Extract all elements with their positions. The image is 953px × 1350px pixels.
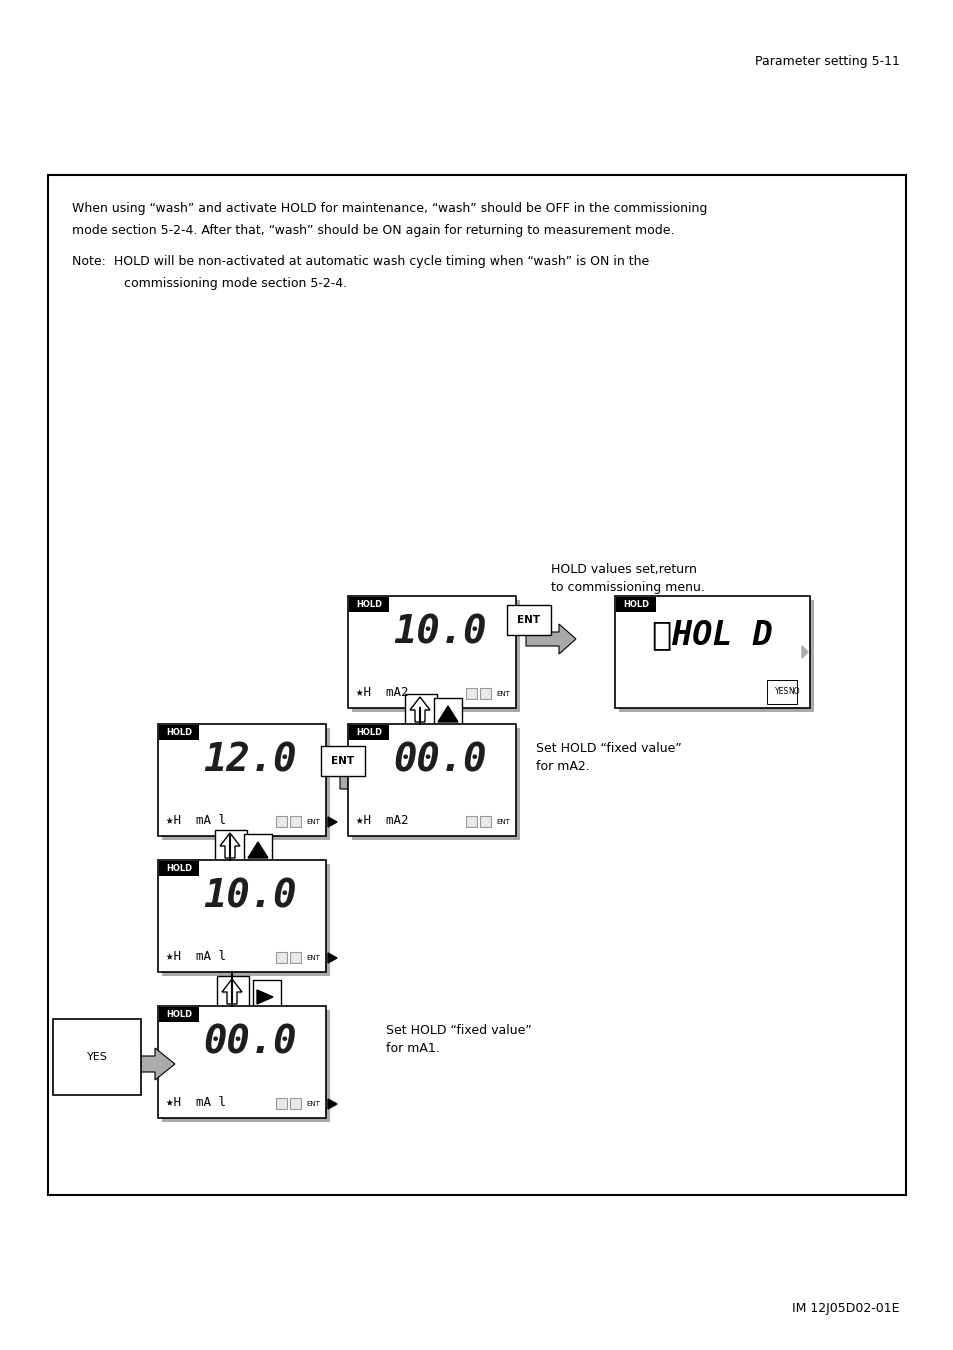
Text: to commissioning menu.: to commissioning menu.	[551, 580, 704, 594]
FancyBboxPatch shape	[244, 834, 272, 863]
FancyBboxPatch shape	[352, 728, 519, 840]
Polygon shape	[121, 1048, 174, 1080]
Polygon shape	[248, 842, 268, 859]
Text: 12.0: 12.0	[203, 743, 296, 780]
Text: ★H  mA l: ★H mA l	[166, 814, 226, 826]
Polygon shape	[328, 1099, 336, 1108]
Polygon shape	[328, 817, 336, 828]
Polygon shape	[339, 767, 390, 796]
Text: HOLD: HOLD	[355, 599, 381, 609]
Text: ENT: ENT	[306, 1102, 319, 1107]
FancyBboxPatch shape	[159, 861, 199, 876]
Text: 10.0: 10.0	[393, 614, 486, 652]
Text: ★HOL D: ★HOL D	[652, 618, 772, 651]
Text: ENT: ENT	[496, 819, 510, 825]
Text: Note:  HOLD will be non-activated at automatic wash cycle timing when “wash” is : Note: HOLD will be non-activated at auto…	[71, 255, 649, 269]
Polygon shape	[220, 833, 240, 859]
FancyBboxPatch shape	[216, 976, 249, 1008]
Text: 10.0: 10.0	[203, 878, 296, 917]
Text: 00.0: 00.0	[393, 743, 486, 780]
FancyBboxPatch shape	[290, 952, 301, 963]
Text: commissioning mode section 5-2-4.: commissioning mode section 5-2-4.	[71, 277, 347, 290]
Polygon shape	[801, 647, 807, 657]
FancyBboxPatch shape	[348, 724, 516, 836]
Text: HOLD: HOLD	[622, 599, 648, 609]
Text: 00.0: 00.0	[203, 1025, 296, 1062]
Text: HOLD: HOLD	[166, 728, 192, 737]
Text: HOLD values set,return: HOLD values set,return	[551, 563, 696, 576]
Text: ENT: ENT	[306, 819, 319, 825]
FancyBboxPatch shape	[158, 860, 326, 972]
Polygon shape	[437, 706, 457, 722]
FancyBboxPatch shape	[479, 688, 491, 699]
Text: ENT: ENT	[331, 756, 355, 765]
FancyBboxPatch shape	[349, 597, 389, 612]
FancyBboxPatch shape	[479, 815, 491, 828]
FancyBboxPatch shape	[158, 724, 326, 836]
Text: HOLD: HOLD	[166, 1010, 192, 1019]
FancyBboxPatch shape	[405, 694, 436, 726]
Text: Parameter setting 5-11: Parameter setting 5-11	[755, 55, 899, 68]
Text: Set HOLD “fixed value”: Set HOLD “fixed value”	[386, 1025, 531, 1037]
FancyBboxPatch shape	[618, 599, 813, 711]
Polygon shape	[436, 706, 456, 722]
FancyBboxPatch shape	[290, 1098, 301, 1108]
FancyBboxPatch shape	[253, 980, 281, 1008]
FancyBboxPatch shape	[465, 688, 476, 699]
FancyBboxPatch shape	[348, 595, 516, 707]
Text: 12.0: 12.0	[203, 743, 296, 780]
Text: YES: YES	[774, 687, 788, 697]
FancyBboxPatch shape	[352, 599, 519, 711]
Text: Set HOLD “fixed value”: Set HOLD “fixed value”	[536, 743, 681, 755]
FancyBboxPatch shape	[349, 725, 389, 740]
Text: ENT: ENT	[517, 616, 540, 625]
Text: 00.0: 00.0	[393, 743, 486, 780]
FancyBboxPatch shape	[162, 864, 330, 976]
Text: When using “wash” and activate HOLD for maintenance, “wash” should be OFF in the: When using “wash” and activate HOLD for …	[71, 202, 706, 215]
Text: ENT: ENT	[496, 691, 510, 697]
FancyBboxPatch shape	[159, 725, 199, 740]
Text: 10.0: 10.0	[203, 878, 296, 917]
FancyBboxPatch shape	[434, 698, 461, 726]
FancyBboxPatch shape	[290, 815, 301, 828]
Text: 00.0: 00.0	[203, 1025, 296, 1062]
Text: mode section 5-2-4. After that, “wash” should be ON again for returning to measu: mode section 5-2-4. After that, “wash” s…	[71, 224, 674, 238]
Text: HOLD: HOLD	[355, 728, 381, 737]
FancyBboxPatch shape	[214, 830, 247, 863]
Text: ★H  mA2: ★H mA2	[355, 686, 408, 698]
FancyBboxPatch shape	[158, 1006, 326, 1118]
Text: ★H  mA l: ★H mA l	[166, 1095, 226, 1108]
Text: ENT: ENT	[306, 954, 319, 961]
Polygon shape	[410, 697, 430, 724]
FancyBboxPatch shape	[615, 595, 809, 707]
FancyBboxPatch shape	[275, 952, 287, 963]
Text: HOLD: HOLD	[166, 864, 192, 873]
Text: IM 12J05D02-01E: IM 12J05D02-01E	[792, 1301, 899, 1315]
Text: for mA2.: for mA2.	[536, 760, 589, 774]
FancyBboxPatch shape	[465, 815, 476, 828]
FancyBboxPatch shape	[162, 728, 330, 840]
FancyBboxPatch shape	[48, 176, 905, 1195]
Text: NO: NO	[787, 687, 800, 697]
FancyBboxPatch shape	[275, 815, 287, 828]
Polygon shape	[222, 979, 242, 1004]
FancyBboxPatch shape	[162, 1010, 330, 1122]
Text: ★H  mA l: ★H mA l	[166, 949, 226, 963]
FancyBboxPatch shape	[159, 1007, 199, 1022]
Polygon shape	[525, 624, 576, 653]
Text: for mA1.: for mA1.	[386, 1042, 439, 1054]
Polygon shape	[410, 697, 430, 722]
Text: 10.0: 10.0	[393, 614, 486, 652]
FancyBboxPatch shape	[616, 597, 656, 612]
Text: ★H  mA2: ★H mA2	[355, 814, 408, 826]
Polygon shape	[328, 953, 336, 963]
FancyBboxPatch shape	[275, 1098, 287, 1108]
Polygon shape	[256, 990, 273, 1004]
Text: YES: YES	[87, 1052, 108, 1062]
